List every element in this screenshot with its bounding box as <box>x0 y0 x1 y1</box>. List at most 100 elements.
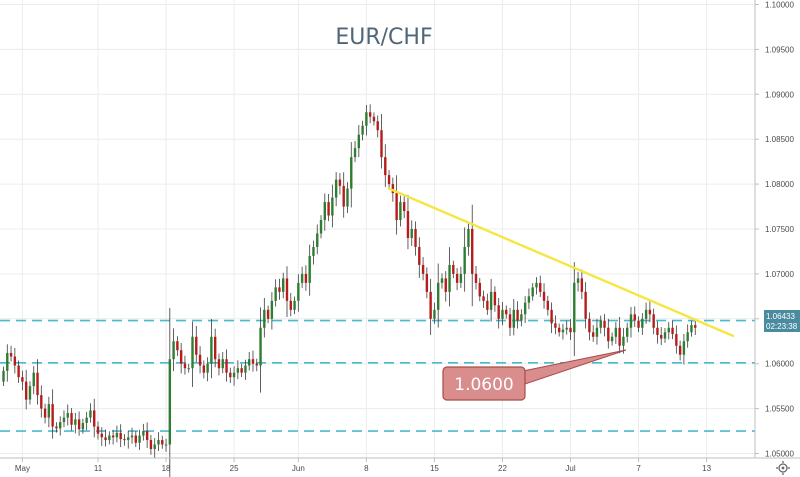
candle-body <box>142 431 145 436</box>
candle <box>198 346 202 374</box>
candle <box>467 221 470 256</box>
candle <box>671 320 674 340</box>
candle <box>142 423 145 441</box>
candle <box>633 306 636 328</box>
candle <box>77 411 81 436</box>
candle-body <box>565 327 568 330</box>
candle <box>557 323 561 337</box>
candle <box>319 215 323 239</box>
candle <box>285 266 289 318</box>
candle-body <box>274 287 277 301</box>
candle <box>229 367 232 383</box>
y-tick-label: 1.08500 <box>765 135 794 144</box>
candle <box>410 220 413 246</box>
candle-body <box>357 134 361 149</box>
candle-body <box>520 314 523 321</box>
candle-body <box>591 332 595 337</box>
candle-body <box>618 327 621 346</box>
candle-body <box>17 365 20 378</box>
candle-body <box>93 410 96 427</box>
candle-body <box>195 336 198 355</box>
candle <box>32 366 35 395</box>
candle <box>425 267 429 299</box>
candle-body <box>108 435 111 441</box>
candle-body <box>100 433 103 438</box>
candle <box>225 349 228 382</box>
candle-body <box>429 291 432 319</box>
candle-body <box>554 323 557 328</box>
candle <box>316 224 319 255</box>
candle-body <box>607 327 610 342</box>
candle-body <box>376 121 379 131</box>
settings-gear-icon[interactable] <box>776 461 790 475</box>
candle-body <box>55 426 58 429</box>
candle-body <box>368 112 372 117</box>
candle-body <box>282 278 285 292</box>
candle <box>123 434 126 446</box>
candle-body <box>675 334 678 346</box>
candle <box>145 422 149 448</box>
candle-body <box>36 372 39 396</box>
candle-body <box>421 264 425 274</box>
candle <box>444 271 447 302</box>
candle <box>342 172 345 218</box>
candle <box>618 317 621 354</box>
candle-body <box>293 300 296 310</box>
candle-body <box>455 273 459 283</box>
candle-body <box>66 413 69 418</box>
candle <box>47 396 51 428</box>
y-tick-label: 1.05000 <box>765 450 794 459</box>
candle <box>202 360 206 379</box>
candle-body <box>561 329 565 333</box>
candle-body <box>682 341 686 355</box>
candle-body <box>213 336 217 360</box>
candle-body <box>206 363 209 373</box>
candle <box>93 398 96 438</box>
candle <box>74 412 77 434</box>
candle-body <box>663 332 667 339</box>
candle-body <box>251 359 255 364</box>
candle <box>614 322 618 344</box>
candle <box>607 318 610 349</box>
candle <box>429 278 432 335</box>
candle <box>138 429 141 450</box>
candle-body <box>516 309 519 321</box>
candle-body <box>531 287 534 297</box>
candle <box>28 381 32 405</box>
candle <box>433 302 436 324</box>
candle-body <box>2 370 5 382</box>
candle <box>195 325 198 363</box>
candle <box>100 427 103 446</box>
candle-body <box>595 327 599 337</box>
candle-body <box>263 309 266 328</box>
candle-body <box>384 157 387 176</box>
candle-body <box>6 352 9 371</box>
candle <box>573 262 576 356</box>
candle-body <box>74 419 77 425</box>
candle-body <box>111 435 115 438</box>
candle-body <box>652 314 655 328</box>
candle-body <box>297 282 300 301</box>
candle-body <box>168 359 172 445</box>
candle <box>368 104 372 124</box>
candle <box>248 352 251 371</box>
candle <box>331 184 334 228</box>
candle <box>191 321 194 388</box>
candle <box>561 323 565 340</box>
chart-title: EUR/CHF <box>335 25 432 50</box>
candle <box>656 321 659 344</box>
candle <box>588 312 591 341</box>
candle <box>289 292 292 317</box>
candle-body <box>51 404 54 427</box>
candle-body <box>62 417 66 423</box>
candle-body <box>119 432 122 440</box>
callout-label: 1.0600 <box>454 375 513 395</box>
x-tick-label: 25 <box>230 464 239 473</box>
candle-body <box>486 300 489 310</box>
countdown-value: 02:23:38 <box>766 322 798 331</box>
candle <box>210 318 213 379</box>
candle-body <box>694 325 697 328</box>
candle <box>437 263 440 328</box>
candle-body <box>229 372 232 378</box>
